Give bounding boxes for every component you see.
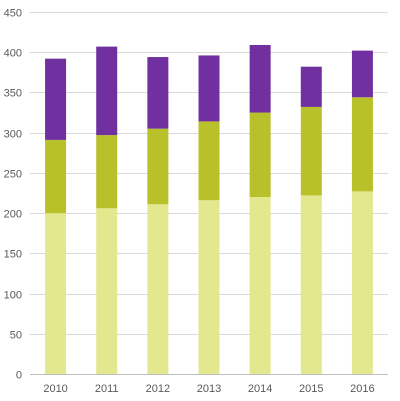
x-tick-label: 2012 [146, 383, 170, 395]
bar-segment [96, 46, 118, 136]
bar-segment [351, 50, 373, 98]
bar-segment [249, 197, 271, 374]
x-tick-label: 2014 [248, 383, 272, 395]
y-tick-label: 250 [4, 169, 22, 181]
bar-segment [300, 195, 322, 374]
y-tick-label: 450 [4, 8, 22, 20]
y-tick-label: 300 [4, 129, 22, 141]
y-tick-label: 200 [4, 209, 22, 221]
x-axis: 2010 2011 2012 2013 2014 2015 2016 [30, 374, 388, 395]
bar-segment [249, 112, 271, 198]
bar-segment [351, 191, 373, 374]
bar-segment [45, 58, 67, 140]
x-tick-label: 2013 [197, 383, 221, 395]
x-tick-label: 2010 [43, 383, 67, 395]
bar-segment [147, 57, 169, 129]
bar-segment [96, 135, 118, 209]
bar-segment [300, 66, 322, 107]
bar-segment [198, 121, 220, 201]
bar-segment [198, 200, 220, 374]
bar-segment [45, 213, 67, 374]
bars [45, 44, 373, 374]
bar-segment [147, 128, 169, 205]
x-tick-label: 2015 [299, 383, 323, 395]
y-tick-label: 400 [4, 48, 22, 60]
bar-segment [300, 106, 322, 196]
x-tick-label: 2011 [95, 383, 119, 395]
bar-segment [249, 44, 271, 113]
bar-segment [96, 208, 118, 374]
y-axis: 0 50 100 150 200 250 300 350 400 450 [4, 8, 22, 382]
bar-segment [45, 139, 67, 214]
y-tick-label: 50 [10, 330, 22, 342]
bar-segment [147, 204, 169, 374]
bar-segment [198, 55, 220, 122]
y-tick-label: 350 [4, 88, 22, 100]
y-tick-label: 150 [4, 249, 22, 261]
y-tick-label: 100 [4, 290, 22, 302]
y-tick-label: 0 [16, 370, 22, 382]
bar-segment [351, 97, 373, 192]
x-tick-label: 2016 [350, 383, 374, 395]
